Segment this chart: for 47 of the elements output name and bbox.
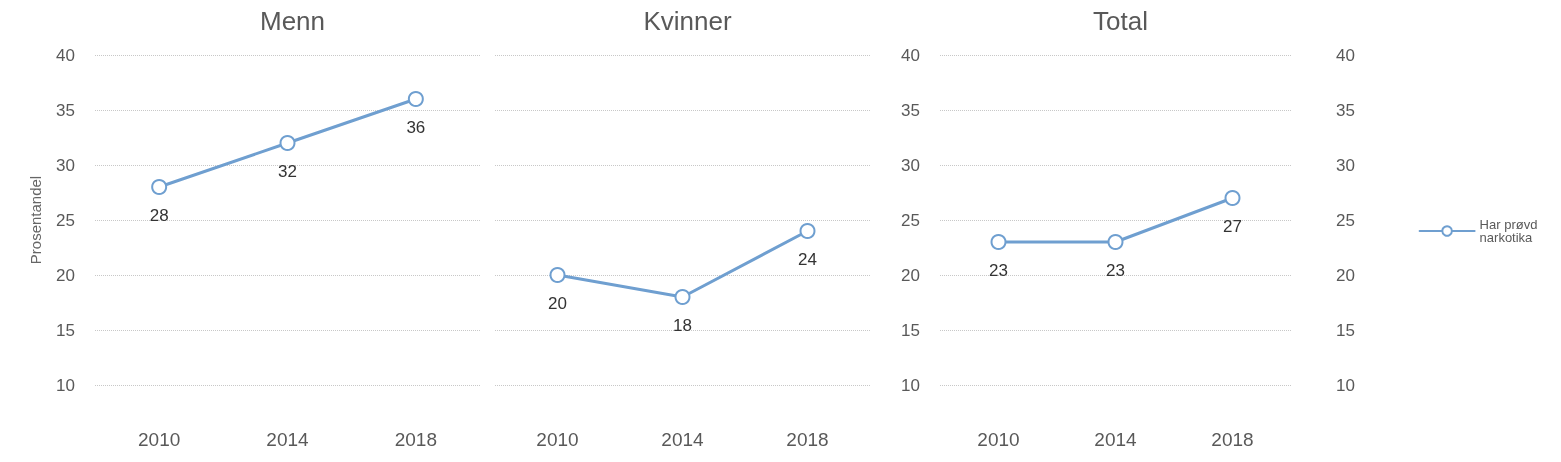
x-tick-label: 2014: [266, 429, 310, 450]
point: [151, 179, 168, 195]
data-label: 36: [406, 118, 426, 137]
y-tick-label: 30: [901, 155, 920, 175]
y-tick-label: 35: [901, 100, 920, 120]
y2-tick-label: 40: [1336, 45, 1355, 65]
chart-title: Menn: [259, 6, 326, 36]
y2-tick-label: 10: [1336, 375, 1355, 395]
data-label: 28: [149, 206, 169, 225]
y-tick-label: 35: [56, 100, 75, 120]
y-tick-label: 15: [901, 320, 920, 340]
data-label: 18: [673, 316, 692, 335]
y-tick-label: 25: [56, 210, 75, 230]
data-label: 27: [1223, 217, 1242, 236]
y-tick-label: 20: [56, 265, 75, 285]
chart-title: Total: [1093, 6, 1148, 36]
y-tick-label: 40: [56, 45, 75, 65]
y-tick-label: 15: [56, 320, 75, 340]
legend-label: Har prøvd narkotika: [1479, 217, 1542, 245]
data-label: 23: [1106, 261, 1125, 280]
y2-tick-label: 15: [1336, 320, 1355, 340]
data-label: 20: [548, 294, 567, 313]
data-label: 24: [798, 250, 817, 269]
y-tick-label: 10: [901, 375, 920, 395]
x-tick-label: 2010: [977, 429, 1020, 450]
x-tick-label: 2014: [661, 429, 705, 450]
y2-tick-label: 30: [1336, 155, 1355, 175]
x-tick-label: 2018: [786, 429, 829, 450]
x-tick-label: 2014: [1094, 429, 1138, 450]
data-label: 23: [989, 261, 1008, 280]
y-tick-label: 30: [56, 155, 75, 175]
x-tick-label: 2010: [138, 429, 181, 450]
y2-tick-label: 20: [1336, 265, 1355, 285]
y2-tick-label: 25: [1336, 210, 1355, 230]
point: [279, 135, 296, 151]
chart-title: Kvinner: [643, 6, 732, 36]
y2-tick-label: 35: [1336, 100, 1355, 120]
y-tick-label: 10: [56, 375, 75, 395]
y-tick-label: 25: [901, 210, 920, 230]
y-tick-label: 20: [901, 265, 920, 285]
x-tick-label: 2010: [536, 429, 579, 450]
x-tick-label: 2018: [394, 429, 437, 450]
point: [407, 91, 424, 107]
y-tick-label: 40: [901, 45, 920, 65]
y-axis-title: Prosentandel: [27, 175, 44, 265]
data-label: 32: [278, 162, 297, 181]
x-tick-label: 2018: [1211, 429, 1254, 450]
